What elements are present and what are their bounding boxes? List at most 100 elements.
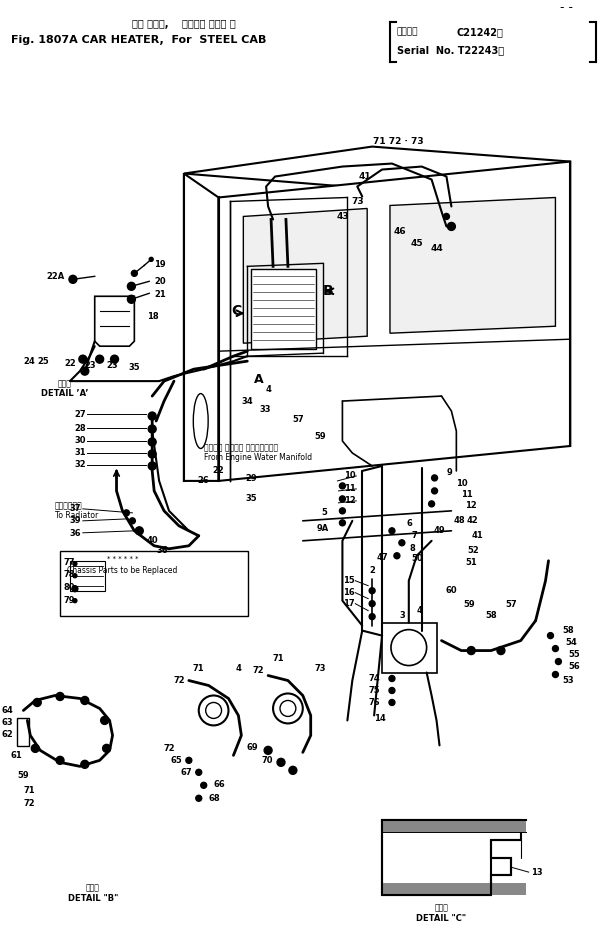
Text: 71: 71 [272, 654, 284, 663]
Text: 27: 27 [74, 410, 85, 419]
Text: 75: 75 [368, 686, 380, 695]
Text: 12: 12 [344, 496, 356, 506]
Circle shape [340, 520, 346, 526]
Text: 71 72 · 73: 71 72 · 73 [373, 137, 423, 146]
Text: 63: 63 [2, 717, 13, 727]
Text: 40: 40 [146, 536, 158, 545]
Text: 61: 61 [10, 751, 22, 759]
Text: 24: 24 [23, 356, 35, 366]
Text: 14: 14 [374, 714, 386, 723]
Circle shape [553, 646, 559, 651]
Text: 23: 23 [84, 361, 96, 369]
Text: 59: 59 [315, 431, 326, 440]
Text: 29: 29 [246, 474, 257, 483]
Text: 79: 79 [63, 596, 75, 606]
Circle shape [289, 766, 297, 774]
Text: 9: 9 [447, 468, 452, 478]
Circle shape [369, 601, 375, 606]
Text: 72: 72 [163, 744, 175, 753]
Circle shape [432, 475, 438, 480]
Text: A: A [255, 372, 264, 385]
Circle shape [149, 258, 153, 261]
Text: 57: 57 [505, 600, 517, 609]
Text: 72: 72 [23, 799, 35, 808]
Circle shape [81, 760, 88, 769]
Circle shape [389, 528, 395, 534]
Text: 4: 4 [417, 606, 423, 615]
Circle shape [148, 450, 156, 458]
Text: 7: 7 [412, 531, 418, 540]
Text: 11: 11 [344, 484, 356, 494]
Text: 58: 58 [562, 626, 574, 635]
Bar [251, 270, 315, 349]
Text: 9A: 9A [317, 524, 329, 534]
Text: - -: - - [560, 1, 573, 14]
Text: 32: 32 [74, 461, 85, 469]
Text: 73: 73 [351, 197, 364, 206]
Circle shape [96, 355, 104, 363]
Circle shape [399, 540, 405, 546]
Text: 71: 71 [193, 664, 205, 673]
Text: 39: 39 [69, 516, 81, 525]
Text: 52: 52 [467, 547, 479, 555]
Circle shape [340, 495, 346, 502]
Text: 46: 46 [394, 227, 406, 236]
Text: From Engine Water Manifold: From Engine Water Manifold [203, 453, 312, 463]
Circle shape [369, 614, 375, 620]
Text: 詳　図: 詳 図 [58, 380, 72, 389]
Circle shape [79, 355, 87, 363]
Text: B: B [323, 285, 334, 299]
Circle shape [196, 770, 202, 775]
Text: 77: 77 [63, 558, 75, 567]
Text: C21242～: C21242～ [456, 27, 503, 36]
Text: エンジン ウォータ マニホールより: エンジン ウォータ マニホールより [203, 443, 278, 453]
Circle shape [394, 552, 400, 559]
Text: 64: 64 [2, 706, 13, 715]
Text: 21: 21 [154, 290, 166, 299]
Circle shape [148, 438, 156, 446]
Text: Chassis Parts to be Replaced: Chassis Parts to be Replaced [67, 566, 178, 576]
Text: 19: 19 [154, 260, 166, 269]
Text: 通用号機: 通用号機 [397, 27, 418, 36]
Text: DETAIL "C": DETAIL "C" [417, 913, 467, 923]
Text: 53: 53 [562, 676, 574, 685]
Circle shape [547, 633, 553, 638]
Circle shape [131, 271, 137, 276]
Text: Fig. 1807A CAR HEATER,  For  STEEL CAB: Fig. 1807A CAR HEATER, For STEEL CAB [10, 35, 266, 45]
Bar [382, 622, 436, 673]
Polygon shape [390, 198, 556, 333]
Bar [382, 884, 526, 895]
Text: 36: 36 [157, 547, 168, 555]
Circle shape [81, 368, 88, 375]
Circle shape [103, 745, 111, 752]
Text: 65: 65 [170, 756, 182, 765]
Text: * * * * * *: * * * * * * [107, 556, 138, 562]
Polygon shape [184, 146, 570, 189]
Text: C: C [231, 304, 241, 318]
Text: 34: 34 [241, 397, 253, 406]
Text: DETAIL ’A’: DETAIL ’A’ [42, 388, 88, 397]
Text: 76: 76 [368, 698, 380, 707]
Text: 54: 54 [565, 638, 577, 648]
Polygon shape [70, 561, 105, 591]
Circle shape [389, 675, 395, 681]
Circle shape [553, 672, 559, 677]
Text: 60: 60 [445, 586, 457, 595]
Text: 71: 71 [23, 786, 35, 795]
Text: 22: 22 [213, 466, 225, 476]
Text: 66: 66 [214, 780, 225, 788]
Text: 20: 20 [154, 277, 166, 285]
Text: 詳　図: 詳 図 [86, 884, 100, 893]
Bar [60, 550, 248, 616]
Bar [382, 820, 526, 832]
Circle shape [196, 795, 202, 801]
Bar [17, 718, 29, 746]
Text: 4: 4 [265, 384, 271, 394]
Text: 43: 43 [336, 212, 349, 221]
Text: 72: 72 [252, 666, 264, 675]
Text: 5: 5 [321, 508, 327, 517]
Circle shape [556, 659, 562, 664]
Text: 22A: 22A [46, 272, 64, 281]
Text: 44: 44 [430, 244, 443, 253]
Circle shape [81, 696, 88, 704]
